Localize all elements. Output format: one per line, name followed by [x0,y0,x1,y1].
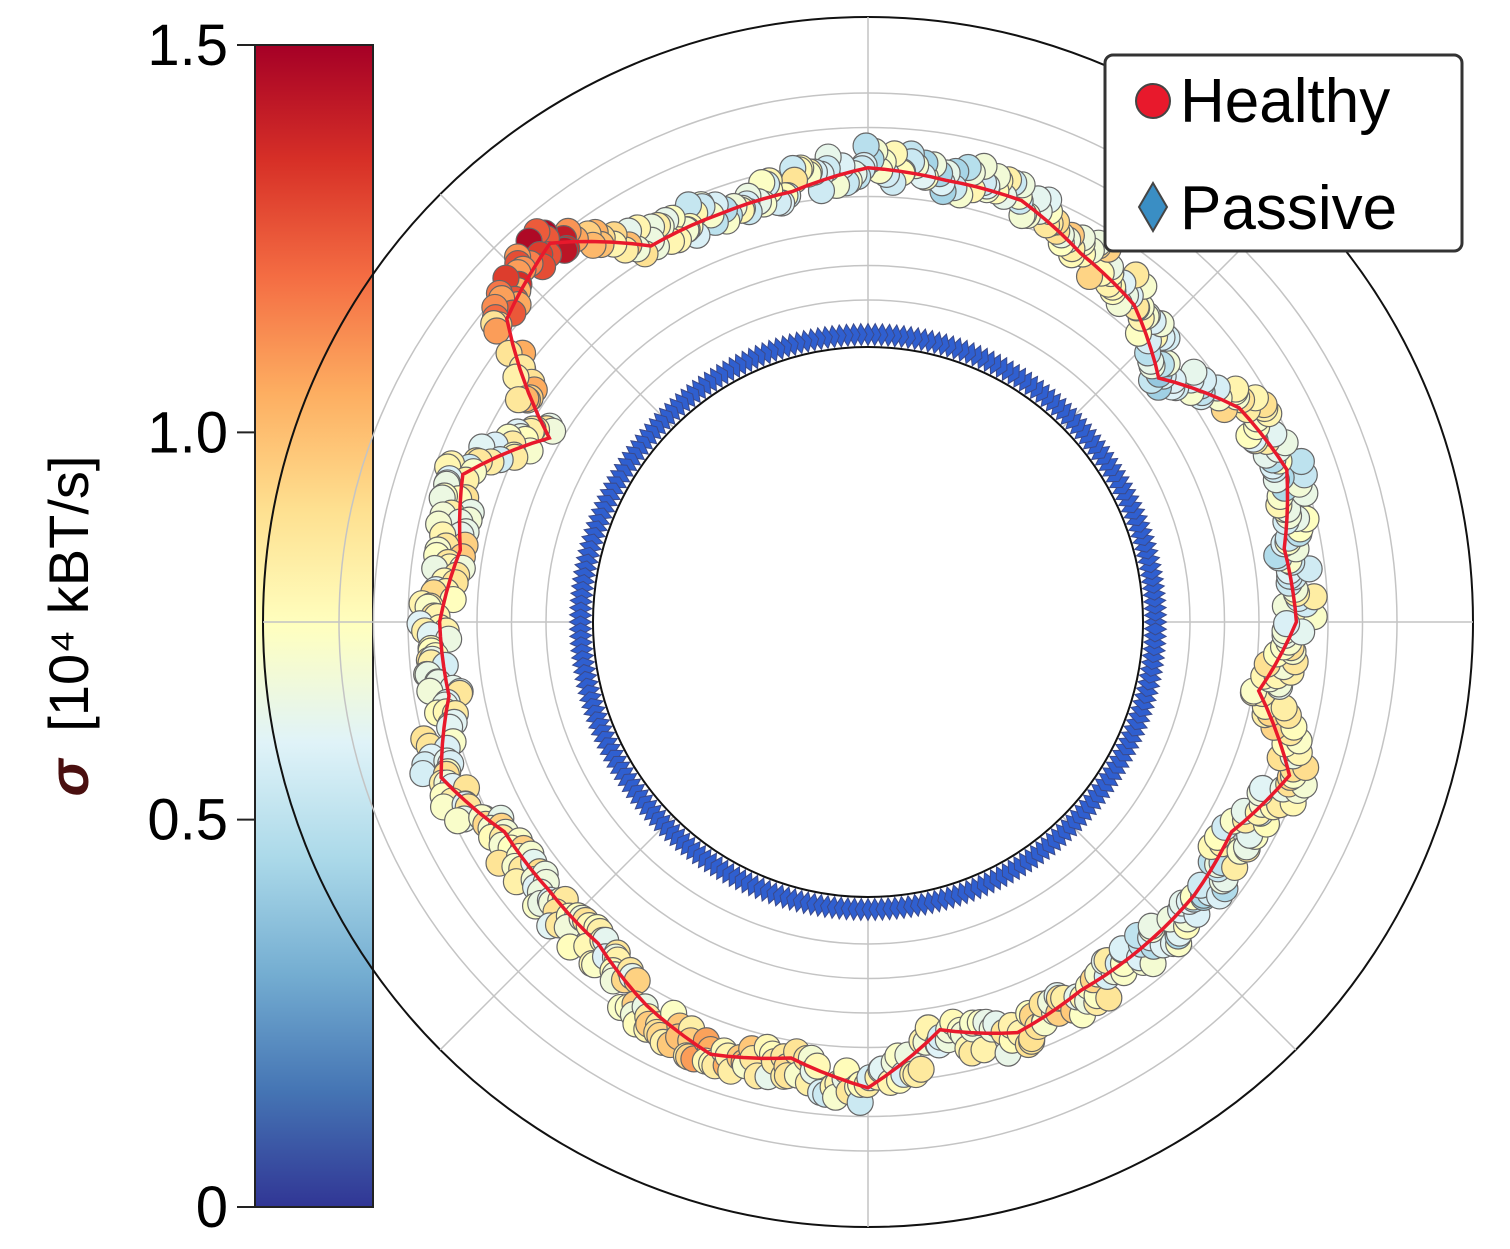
healthy-mean-line [437,166,1299,1090]
colorbar-tick-label: 1.5 [147,13,228,78]
colorbar-tick-label: 0 [196,1175,228,1240]
colorbar-gradient [254,44,374,1208]
legend-marker-healthy [1135,83,1171,119]
colorbar-tick-label: 1.0 [147,400,228,465]
passive-series [568,322,1168,922]
legend-label-healthy: Healthy [1180,67,1390,136]
healthy-point [623,967,651,995]
healthy-point [444,807,472,835]
colorbar-label-units: [10⁴ kBT/s] [37,456,100,732]
passive-point [1143,622,1168,636]
polar-plot [262,16,1474,1228]
healthy-point [907,1055,935,1083]
polar-grid [263,17,1473,1227]
legend-label-passive: Passive [1180,174,1397,243]
colorbar-label-symbol: σ [37,757,100,796]
colorbar-tick-label: 0.5 [147,788,228,853]
colorbar-ticks: 0 0.5 1.0 1.5 [147,13,255,1240]
grid-spoke [439,193,674,428]
legend: Healthy Passive [1103,53,1464,253]
inner-circle [592,346,1144,898]
legend-marker-passive [1137,181,1169,233]
legend-box [1103,53,1464,253]
colorbar: 0 0.5 1.0 1.5 σ [10⁴ kBT/s] [37,13,374,1240]
colorbar-label: σ [10⁴ kBT/s] [37,456,100,797]
